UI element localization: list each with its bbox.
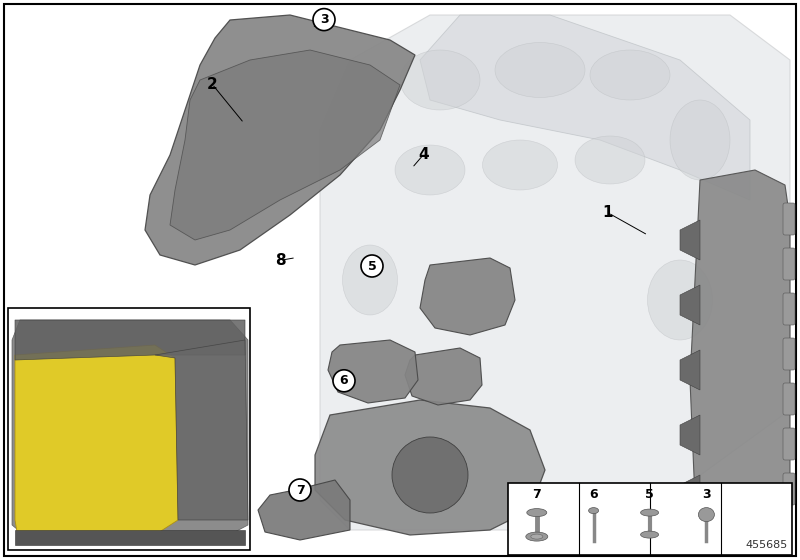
- Polygon shape: [680, 475, 700, 515]
- Ellipse shape: [589, 507, 598, 514]
- Circle shape: [361, 255, 383, 277]
- Text: 1: 1: [602, 206, 614, 220]
- Circle shape: [313, 8, 335, 31]
- Polygon shape: [680, 350, 700, 390]
- FancyBboxPatch shape: [783, 383, 795, 415]
- Polygon shape: [680, 220, 700, 260]
- Ellipse shape: [526, 532, 548, 541]
- Polygon shape: [405, 348, 482, 405]
- Text: 7: 7: [533, 488, 541, 502]
- Text: 5: 5: [646, 488, 654, 502]
- Polygon shape: [420, 15, 750, 200]
- Ellipse shape: [495, 43, 585, 97]
- Bar: [15, 530, 245, 545]
- Circle shape: [392, 437, 468, 513]
- Bar: [508, 483, 792, 555]
- Polygon shape: [145, 15, 415, 265]
- Ellipse shape: [590, 50, 670, 100]
- Text: 6: 6: [590, 488, 598, 502]
- Text: 5: 5: [368, 259, 376, 273]
- Text: 4: 4: [418, 147, 430, 161]
- Text: 455685: 455685: [746, 540, 788, 550]
- Text: 3: 3: [702, 488, 710, 502]
- Ellipse shape: [342, 245, 398, 315]
- Text: 8: 8: [274, 253, 286, 268]
- FancyBboxPatch shape: [783, 338, 795, 370]
- Polygon shape: [15, 345, 178, 538]
- FancyBboxPatch shape: [783, 203, 795, 235]
- Ellipse shape: [641, 509, 658, 516]
- Text: 3: 3: [320, 13, 328, 26]
- Polygon shape: [420, 258, 515, 335]
- Circle shape: [289, 479, 311, 501]
- FancyBboxPatch shape: [783, 473, 795, 505]
- Polygon shape: [680, 415, 700, 455]
- Ellipse shape: [531, 534, 543, 539]
- Text: 2: 2: [206, 77, 218, 91]
- Ellipse shape: [527, 508, 547, 517]
- FancyBboxPatch shape: [783, 248, 795, 280]
- Polygon shape: [170, 50, 400, 240]
- Text: 6: 6: [340, 374, 348, 388]
- Ellipse shape: [575, 136, 645, 184]
- Polygon shape: [258, 480, 350, 540]
- Ellipse shape: [670, 100, 730, 180]
- Polygon shape: [12, 320, 248, 540]
- Ellipse shape: [641, 531, 658, 538]
- FancyBboxPatch shape: [783, 428, 795, 460]
- Polygon shape: [690, 170, 790, 520]
- Polygon shape: [155, 340, 248, 520]
- Polygon shape: [320, 15, 790, 530]
- Polygon shape: [315, 400, 545, 535]
- Ellipse shape: [698, 507, 714, 521]
- Text: 7: 7: [296, 483, 304, 497]
- Bar: [8, 308, 250, 550]
- FancyBboxPatch shape: [783, 293, 795, 325]
- Circle shape: [333, 370, 355, 392]
- Polygon shape: [15, 320, 245, 360]
- Ellipse shape: [482, 140, 558, 190]
- Polygon shape: [680, 285, 700, 325]
- Ellipse shape: [400, 50, 480, 110]
- Ellipse shape: [647, 260, 713, 340]
- Ellipse shape: [395, 145, 465, 195]
- Polygon shape: [328, 340, 418, 403]
